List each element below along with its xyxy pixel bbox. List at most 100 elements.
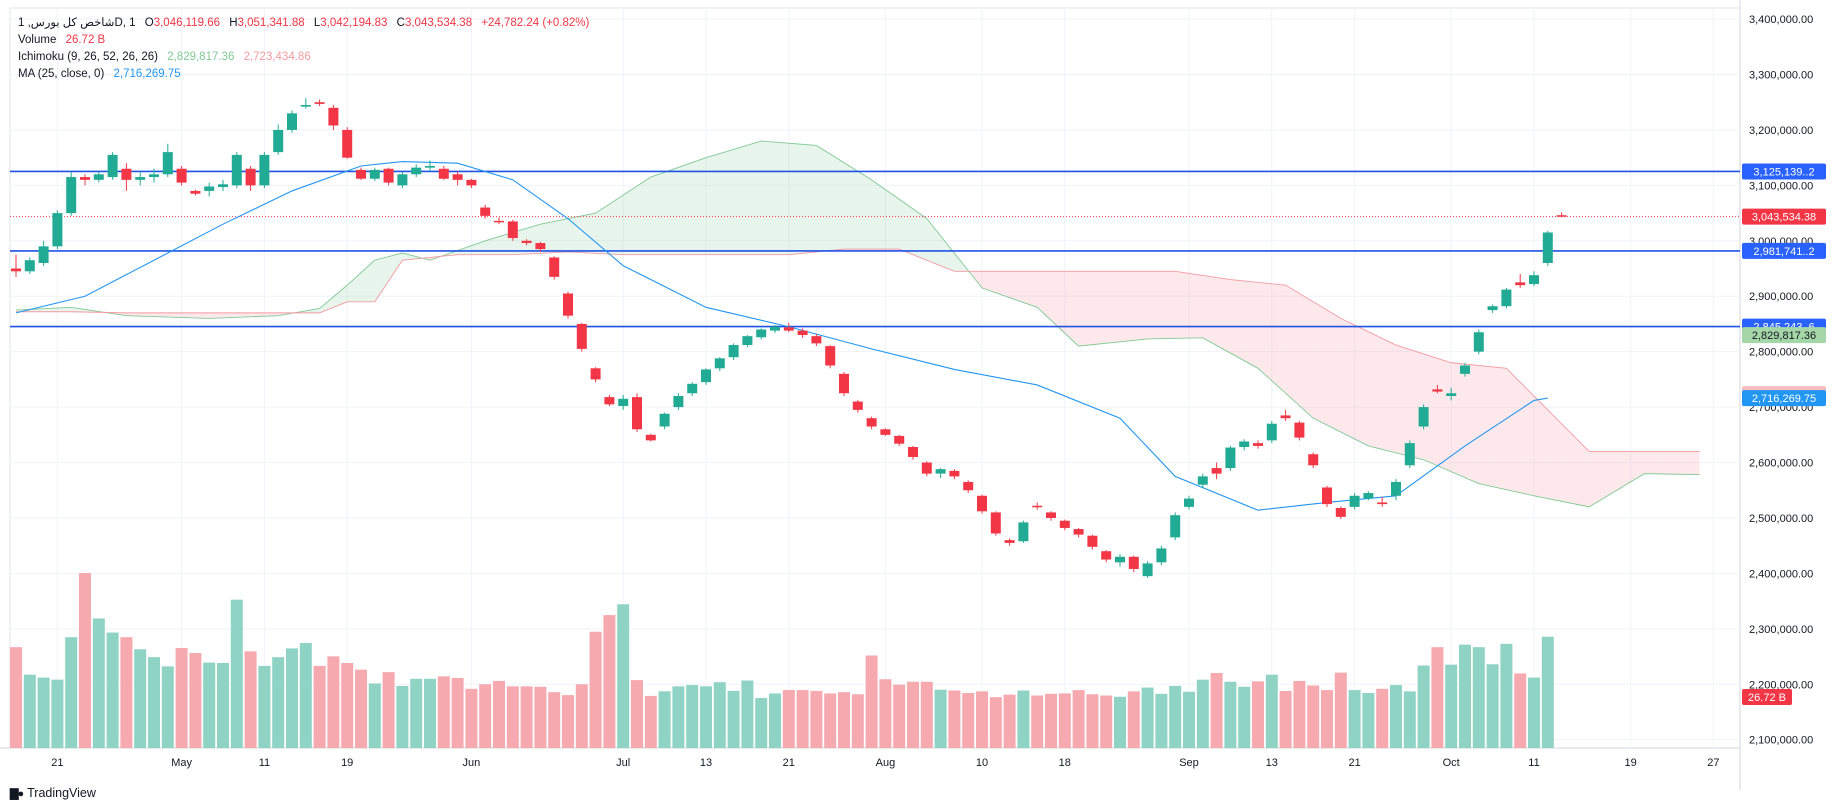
volume-bar (672, 686, 685, 748)
tradingview-logo-icon: ▇● (10, 787, 24, 800)
candle (673, 393, 684, 410)
x-tick-label: 19 (341, 757, 353, 769)
candle-body (480, 207, 491, 216)
volume-bar (203, 662, 216, 748)
candle-body (1253, 443, 1263, 446)
cloud-segment (1396, 345, 1410, 457)
volume-bar (396, 685, 409, 748)
volume-bar (1431, 647, 1444, 748)
candle (176, 165, 187, 186)
cloud-segment (1658, 451, 1672, 475)
cloud-segment (1147, 271, 1162, 339)
candle (825, 345, 836, 369)
volume-bar (810, 690, 823, 748)
tradingview-logo[interactable]: ▇● TradingView (10, 786, 96, 800)
volume-bar (286, 648, 298, 748)
x-tick-label: 21 (1348, 757, 1360, 769)
volume-bar (37, 677, 50, 748)
volume-bar (1528, 677, 1540, 748)
symbol-name[interactable]: شاخص کل بورس, 1D, 1 (18, 17, 136, 29)
ma-legend-row[interactable]: MA (25, close, 0) 2,716,269.75 (18, 66, 589, 83)
candle (990, 511, 1001, 536)
candles (11, 97, 1567, 578)
volume-bar (1390, 685, 1402, 748)
volume-bar (148, 657, 160, 748)
volume-bar (106, 632, 119, 748)
volume-bar (1265, 674, 1278, 748)
volume-bar (755, 698, 768, 748)
cloud-segment (1616, 451, 1631, 491)
candle (1170, 512, 1181, 541)
candle-body (507, 221, 518, 239)
candle (590, 367, 601, 383)
candle-body (1308, 454, 1319, 466)
volume-bar (1486, 664, 1499, 748)
cloud-segment (940, 235, 955, 272)
cloud-segment (1520, 382, 1534, 496)
ichimoku-cloud (16, 141, 1700, 507)
cloud-segment (595, 204, 610, 254)
volume-bar (244, 651, 257, 748)
ichimoku-span-b-value: 2,723,434.86 (243, 51, 311, 63)
volume-bar (989, 697, 1002, 748)
candle-body (1391, 481, 1401, 496)
candle-body (1404, 443, 1415, 466)
cloud-segment (844, 162, 858, 250)
volume-bar (382, 672, 395, 748)
cloud-segment (788, 143, 803, 255)
volume-legend-row[interactable]: Volume 26.72 B (18, 32, 589, 49)
candle (1059, 519, 1070, 531)
cloud-segment (913, 208, 927, 261)
candle (52, 210, 63, 250)
candle (935, 468, 946, 479)
candle (1197, 473, 1208, 488)
candle (480, 204, 491, 219)
volume-bar (589, 631, 602, 748)
candle-body (825, 346, 836, 366)
ohlc-row: شاخص کل بورس, 1D, 1 O3,046,119.66 H3,051… (18, 15, 589, 32)
candle-body (356, 169, 366, 179)
candle-body (259, 154, 270, 186)
ichimoku-legend-row[interactable]: Ichimoku (9, 26, 52, 26, 26) 2,829,817.3… (18, 49, 589, 66)
candle (425, 160, 435, 172)
candle (1018, 520, 1029, 543)
candle-body (328, 107, 339, 126)
cloud-segment (374, 256, 389, 302)
candle-body (935, 469, 946, 474)
cloud-segment (209, 312, 223, 319)
candle (507, 219, 518, 241)
cloud-segment (581, 213, 596, 254)
candle-body (204, 186, 215, 191)
candle (880, 428, 891, 436)
volume-series (10, 573, 1554, 748)
volume-bar (272, 657, 285, 748)
candle-body (645, 434, 656, 441)
volume-bar (161, 666, 174, 748)
volume-bar (299, 643, 312, 748)
candle (1087, 534, 1098, 550)
candle-body (1473, 332, 1484, 352)
volume-bar (1196, 679, 1209, 748)
candle-body (701, 369, 711, 383)
candle-body (714, 358, 725, 369)
candle (921, 461, 932, 477)
volume-bar (976, 691, 988, 748)
volume-bar (1541, 636, 1554, 748)
cloud-segment (747, 141, 762, 255)
cloud-segment (1382, 338, 1396, 453)
volume-bar (1169, 685, 1182, 748)
volume-bar (1183, 691, 1195, 748)
candle (1322, 485, 1332, 507)
candle (521, 239, 532, 246)
candle-body (162, 152, 173, 175)
candle-body (176, 168, 187, 183)
candle-body (921, 462, 932, 474)
cloud-segment (1133, 271, 1148, 341)
volume-bar (327, 656, 340, 748)
volume-bar (796, 690, 809, 748)
candle-body (1239, 441, 1250, 448)
cloud-segment (1023, 271, 1038, 308)
volume-bar (1376, 688, 1389, 748)
price-label: 2,829,817.36 (1752, 330, 1816, 342)
